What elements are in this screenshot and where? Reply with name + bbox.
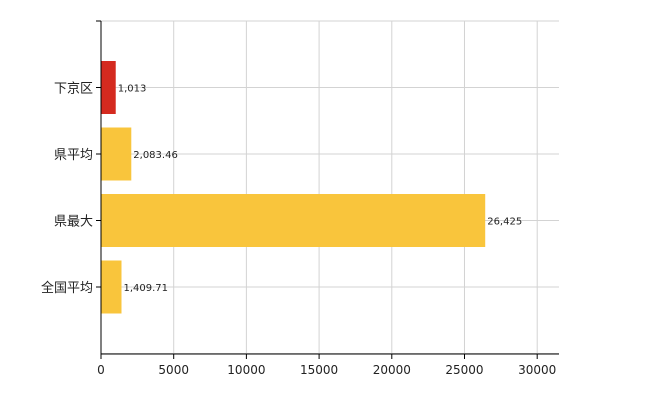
x-tick-label: 10000 bbox=[227, 363, 265, 377]
data-label: 26,425 bbox=[487, 217, 522, 228]
data-label: 1,409.71 bbox=[123, 283, 168, 294]
x-tick-label: 0 bbox=[97, 363, 105, 377]
data-label: 1,013 bbox=[118, 84, 147, 95]
bar bbox=[101, 127, 132, 181]
data-label: 2,083.46 bbox=[133, 150, 178, 161]
bar bbox=[101, 61, 116, 114]
category-label: 全国平均 bbox=[41, 280, 93, 296]
category-label: 県平均 bbox=[54, 148, 93, 163]
category-label: 県最大 bbox=[54, 215, 93, 230]
x-tick-label: 5000 bbox=[158, 363, 189, 377]
x-tick-label: 25000 bbox=[445, 363, 483, 377]
x-tick-label: 15000 bbox=[300, 363, 338, 377]
data-labels: 1,013 2,083.46 26,425 1,409.71 bbox=[118, 84, 522, 295]
bars bbox=[101, 61, 486, 314]
bar bbox=[101, 194, 486, 247]
x-tick-label: 20000 bbox=[373, 363, 411, 377]
x-tick-label: 30000 bbox=[518, 363, 556, 377]
bar bbox=[101, 260, 122, 314]
category-label: 下京区 bbox=[54, 82, 93, 97]
gridlines bbox=[101, 20, 559, 354]
